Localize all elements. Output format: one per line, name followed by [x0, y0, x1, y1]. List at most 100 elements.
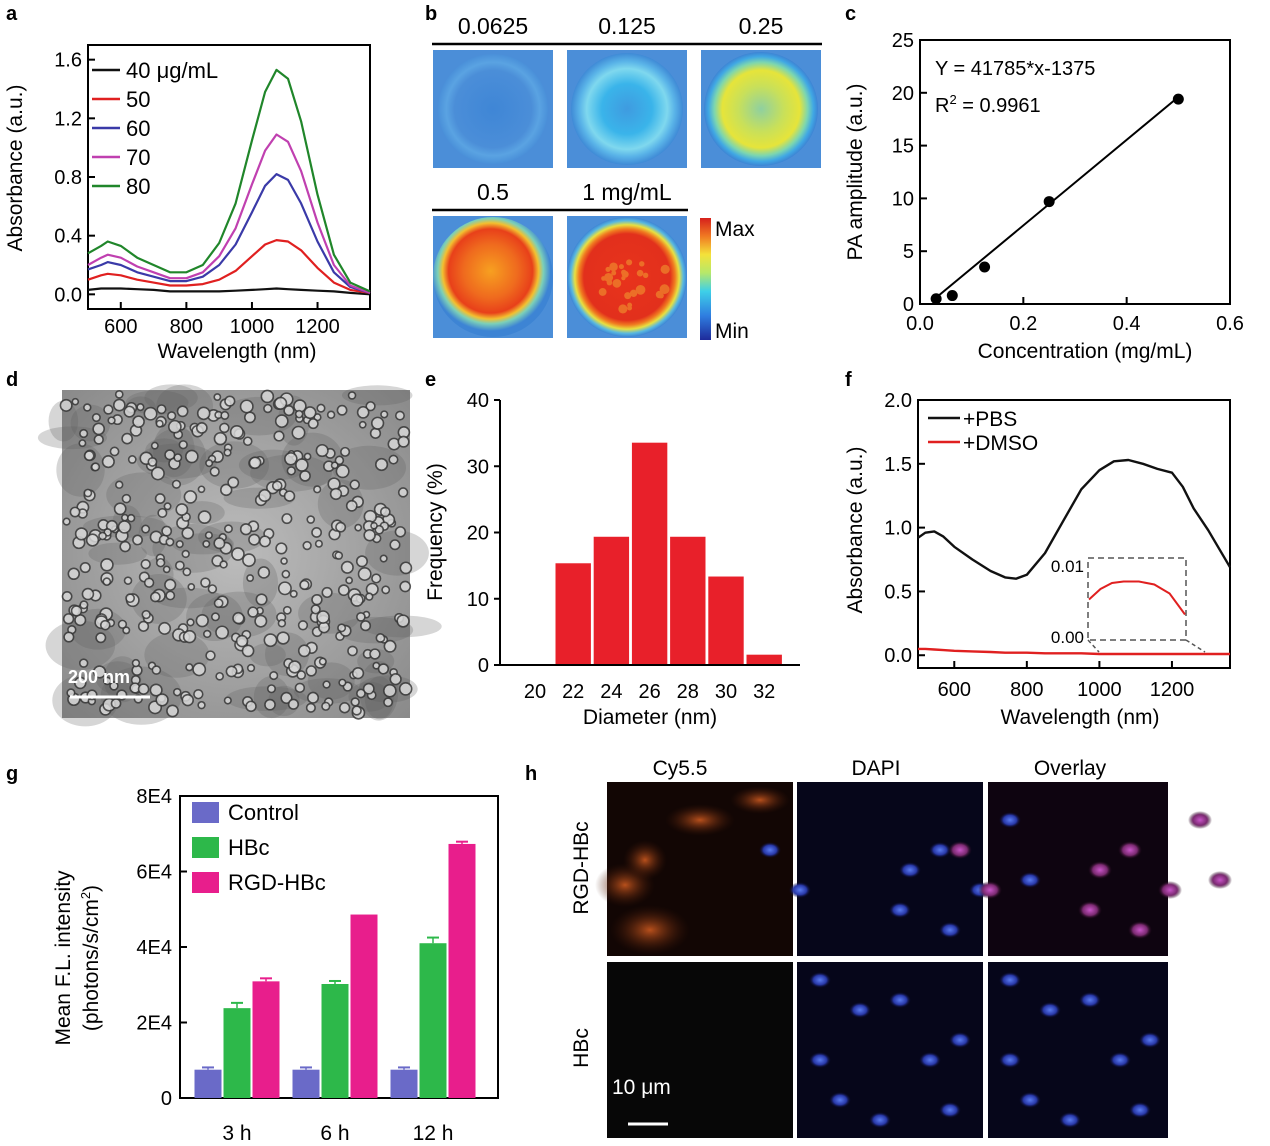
micrograph-hbc-cy55: [607, 962, 793, 1138]
tem-particle: [260, 389, 275, 404]
tem-particle: [162, 565, 171, 574]
tem-particle: [123, 576, 133, 585]
tem-particle: [356, 405, 370, 419]
tem-particle: [166, 704, 179, 718]
tem-particle: [61, 590, 73, 602]
tem-stain-patch: [341, 385, 413, 406]
tem-particle: [358, 420, 367, 429]
tem-particle: [269, 671, 279, 681]
f-y-tick-label: 0.5: [884, 581, 912, 603]
tem-particle: [350, 593, 364, 607]
tem-particle: [282, 605, 292, 615]
tem-particle: [289, 589, 298, 598]
pa-image-0.125-well: [571, 53, 683, 165]
tem-particle: [83, 450, 95, 462]
tem-particle: [299, 470, 311, 482]
a-legend-label: 80: [126, 174, 150, 199]
tem-particle: [143, 406, 158, 421]
tem-particle: [286, 466, 296, 476]
f-x-tick-label: 600: [938, 679, 971, 701]
tem-particle: [83, 488, 93, 498]
tem-particle: [123, 405, 136, 418]
c-fit-line: [935, 96, 1179, 299]
panel-c-x-axis-label: Concentration (mg/mL): [978, 340, 1193, 363]
tem-particle: [302, 540, 312, 551]
tem-particle: [356, 612, 366, 622]
tem-particle: [174, 560, 185, 571]
tem-particle: [126, 513, 136, 523]
tem-particle: [109, 446, 120, 457]
a-legend-label: 40 μg/mL: [126, 58, 218, 83]
panel-f-letter: f: [845, 369, 852, 391]
tem-particle: [305, 665, 317, 677]
tem-stain-patch: [45, 620, 116, 671]
e-y-tick-label: 40: [467, 390, 489, 412]
tem-particle: [204, 531, 213, 540]
tem-particle: [100, 557, 114, 572]
pa-speckle: [604, 272, 614, 283]
tem-particle: [110, 698, 122, 709]
tem-particle: [321, 586, 333, 599]
dapi-nucleus: [829, 1092, 851, 1108]
tem-stain-patch: [88, 542, 147, 565]
tem-particle: [362, 682, 375, 695]
f-x-tick-label: 800: [1010, 679, 1043, 701]
inset-tick-bottom: 0.00: [1051, 628, 1084, 647]
tem-particle: [370, 416, 385, 430]
pa-speckle: [621, 269, 627, 275]
panel-c-plot-frame: [919, 39, 1231, 305]
pa-speckle: [618, 304, 628, 314]
panel-c-marks: 0.0 0.2 0.4 0.6 0 5 10 15 20 25: [892, 30, 1244, 335]
tem-particle: [196, 406, 211, 421]
g-bar: [223, 1008, 251, 1098]
tem-particle: [131, 658, 141, 668]
tem-particle: [79, 561, 91, 574]
c-y-tick-label: 5: [903, 241, 914, 263]
a-legend-label: 60: [126, 116, 150, 141]
a-series-line: [87, 133, 371, 294]
pa-image-label-0.0625: 0.0625: [458, 13, 528, 39]
tem-stain-patch: [37, 426, 107, 450]
tem-particle: [296, 670, 307, 680]
tem-particle: [306, 515, 316, 524]
panel-d: d 200 nm: [6, 369, 442, 727]
pa-speckle: [629, 289, 638, 297]
tem-particle: [277, 581, 292, 596]
pa-speckle: [639, 261, 645, 267]
pa-speckle: [660, 264, 670, 274]
tem-particle: [379, 554, 388, 563]
a-x-tick-label: 1200: [295, 316, 340, 338]
inset-connector-left: [1087, 639, 1100, 653]
g-x-tick-label: 12 h: [413, 1122, 454, 1145]
panel-a-marks: 600 800 1000 1200 0.0 0.4 0.8 1.2 1.6 40 μg/mL 50 6…: [54, 50, 371, 338]
a-legend-label: 50: [126, 87, 150, 112]
overlay-nucleus: [1139, 1032, 1161, 1048]
e-y-tick-label: 10: [467, 589, 489, 611]
tem-particle: [150, 466, 165, 481]
e-x-tick-label: 22: [562, 681, 584, 703]
tem-stain-patch: [307, 662, 355, 700]
tem-particle: [315, 443, 329, 458]
tem-particle: [150, 441, 159, 450]
tem-particle: [155, 557, 166, 568]
tem-particle: [125, 593, 135, 604]
c-x-tick-label: 0.6: [1216, 313, 1244, 335]
tem-particle: [314, 539, 323, 548]
panel-d-letter: d: [6, 369, 18, 391]
f-y-tick-label: 1.5: [884, 454, 912, 476]
e-x-tick-label: 28: [677, 681, 699, 703]
tem-particle: [200, 577, 211, 588]
c-y-tick-label: 10: [892, 188, 914, 210]
overlay-nucleus: [1019, 1092, 1041, 1108]
tem-particle: [117, 619, 128, 629]
tem-particle: [288, 660, 302, 674]
tem-particle: [235, 634, 249, 648]
tem-particle: [363, 528, 376, 542]
tem-particle: [173, 453, 183, 463]
tem-particle: [151, 665, 162, 675]
tem-particle: [303, 406, 317, 420]
tem-particle: [182, 567, 192, 577]
tem-stain-patch: [48, 400, 79, 442]
pa-speckle: [609, 262, 618, 272]
